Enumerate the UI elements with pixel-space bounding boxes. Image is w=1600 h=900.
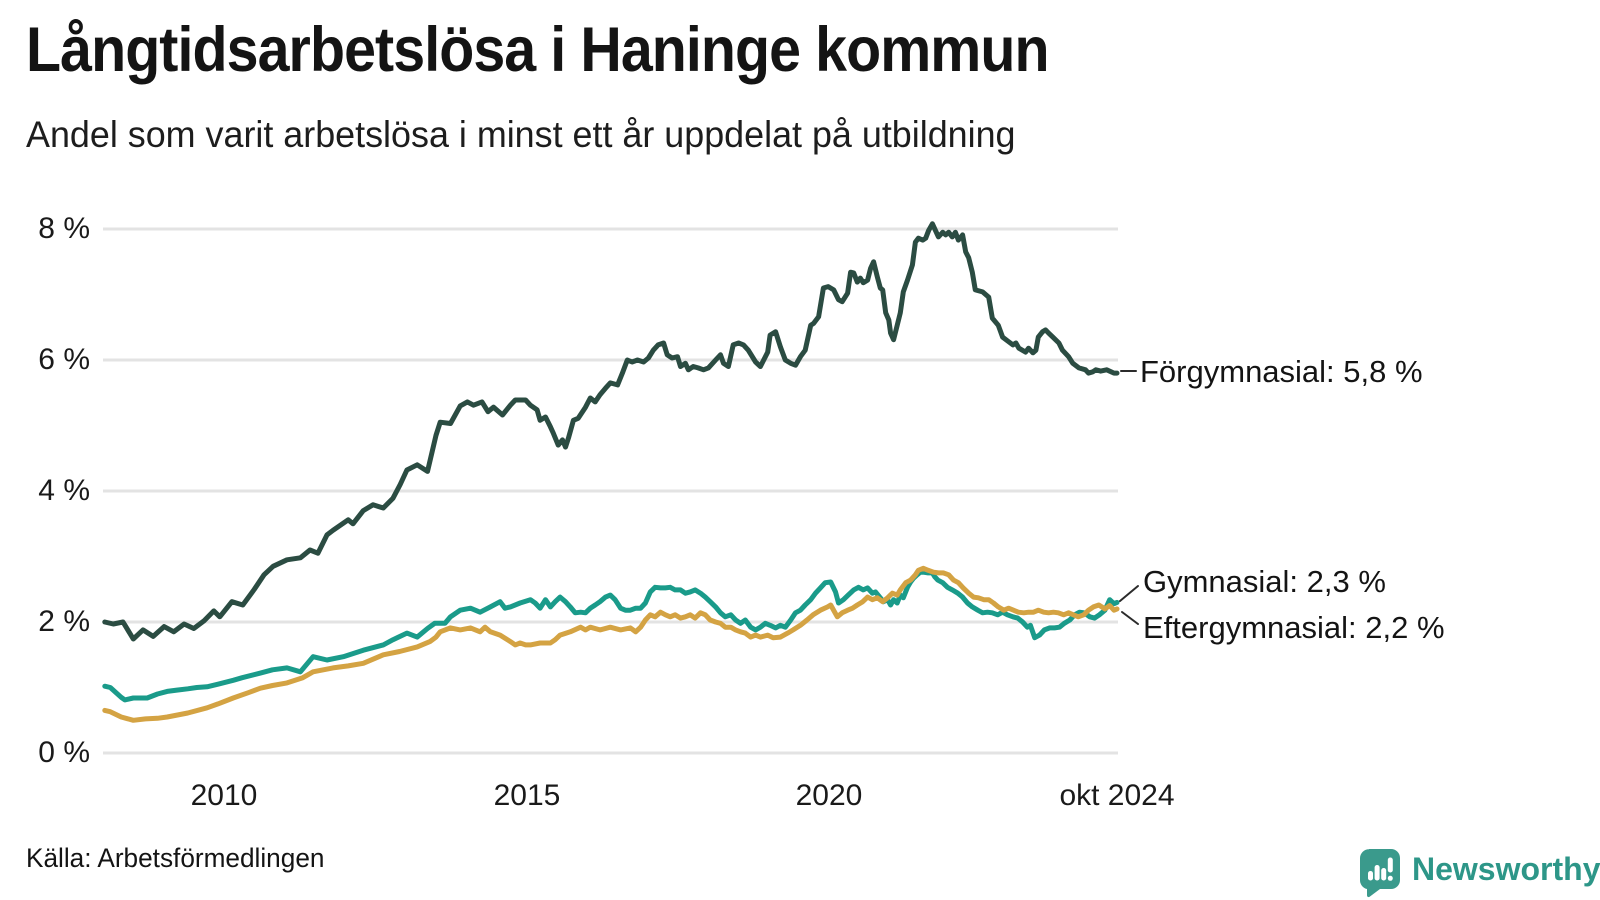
- x-axis-label-2020: 2020: [795, 779, 863, 812]
- label-connector-eftergymnasial: [1121, 611, 1139, 625]
- x-axis-label-2010: 2010: [190, 779, 258, 812]
- page-title: Långtidsarbetslösa i Haninge kommun: [26, 15, 1049, 85]
- x-axis-label-2015: 2015: [493, 779, 561, 812]
- newsworthy-speech-bubble-chart-icon: [1360, 849, 1400, 898]
- series-label-eftergymnasial: Eftergymnasial: 2,2 %: [1143, 610, 1445, 645]
- page-subtitle: Andel som varit arbetslösa i minst ett å…: [26, 114, 1016, 155]
- y-axis-label-4: 4 %: [38, 474, 90, 507]
- y-axis-label-8: 8 %: [38, 212, 90, 245]
- series-label-forgymnasial: Förgymnasial: 5,8 %: [1140, 354, 1423, 389]
- newsworthy-wordmark: Newsworthy: [1412, 851, 1600, 887]
- y-axis-label-2: 2 %: [38, 605, 90, 638]
- series-line-forgymnasial: [102, 221, 1120, 642]
- y-axis-label-0: 0 %: [38, 736, 90, 769]
- y-axis-label-6: 6 %: [38, 343, 90, 376]
- newsworthy-logo: Newsworthy: [1360, 849, 1600, 898]
- series-label-gymnasial: Gymnasial: 2,3 %: [1143, 564, 1386, 599]
- source-note: Källa: Arbetsförmedlingen: [26, 843, 325, 873]
- series-line-gymnasial: [102, 569, 1120, 703]
- label-connector-gymnasial: [1119, 585, 1139, 602]
- x-axis-label-okt-2024: okt 2024: [1059, 779, 1175, 812]
- series-line-eftergymnasial: [102, 565, 1120, 723]
